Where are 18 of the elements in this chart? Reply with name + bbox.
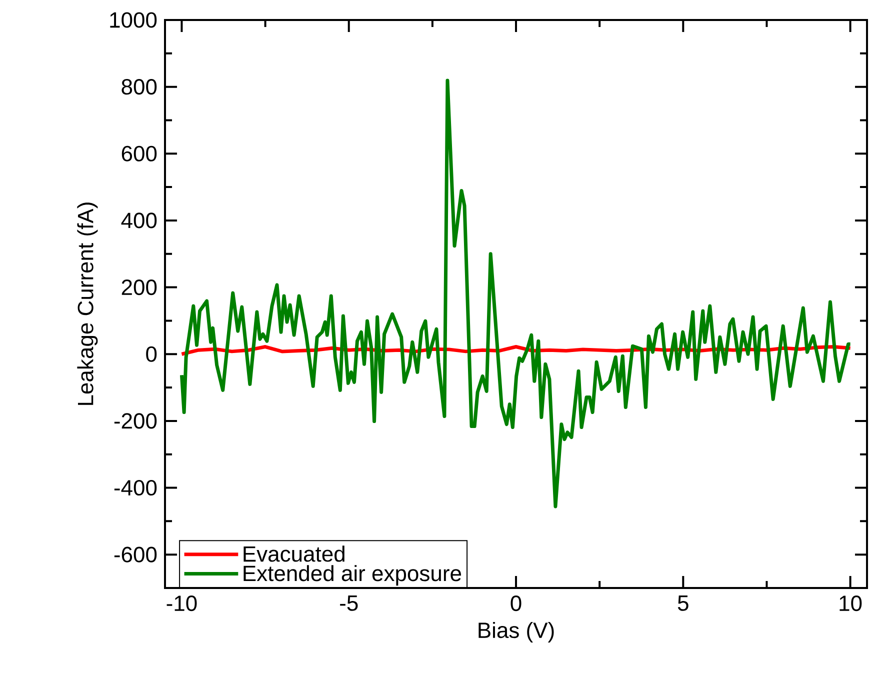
y-tick-label: -200 — [114, 413, 157, 429]
y-tick-label: 200 — [122, 280, 157, 296]
y-tick-label: 0 — [146, 346, 157, 362]
y-tick-label: -600 — [114, 546, 157, 562]
y-tick-label: -400 — [114, 480, 157, 496]
legend-label: Extended air exposure — [244, 565, 462, 586]
y-tick-label: 600 — [122, 146, 157, 162]
x-tick-label: -5 — [340, 596, 358, 611]
x-tick-label: 10 — [840, 596, 862, 612]
x-axis-title: Bias (V) — [478, 622, 554, 642]
legend-label: Evacuated — [244, 546, 344, 562]
y-tick-label: 400 — [121, 212, 157, 228]
y-axis-title: Leakage Current (fA) — [77, 202, 98, 405]
x-tick-label: -10 — [166, 596, 197, 612]
x-tick-label: 5 — [678, 596, 688, 611]
y-tick-label: 800 — [122, 79, 157, 95]
y-tick-label: 1000 — [110, 12, 157, 28]
x-tick-label: 0 — [510, 596, 522, 612]
